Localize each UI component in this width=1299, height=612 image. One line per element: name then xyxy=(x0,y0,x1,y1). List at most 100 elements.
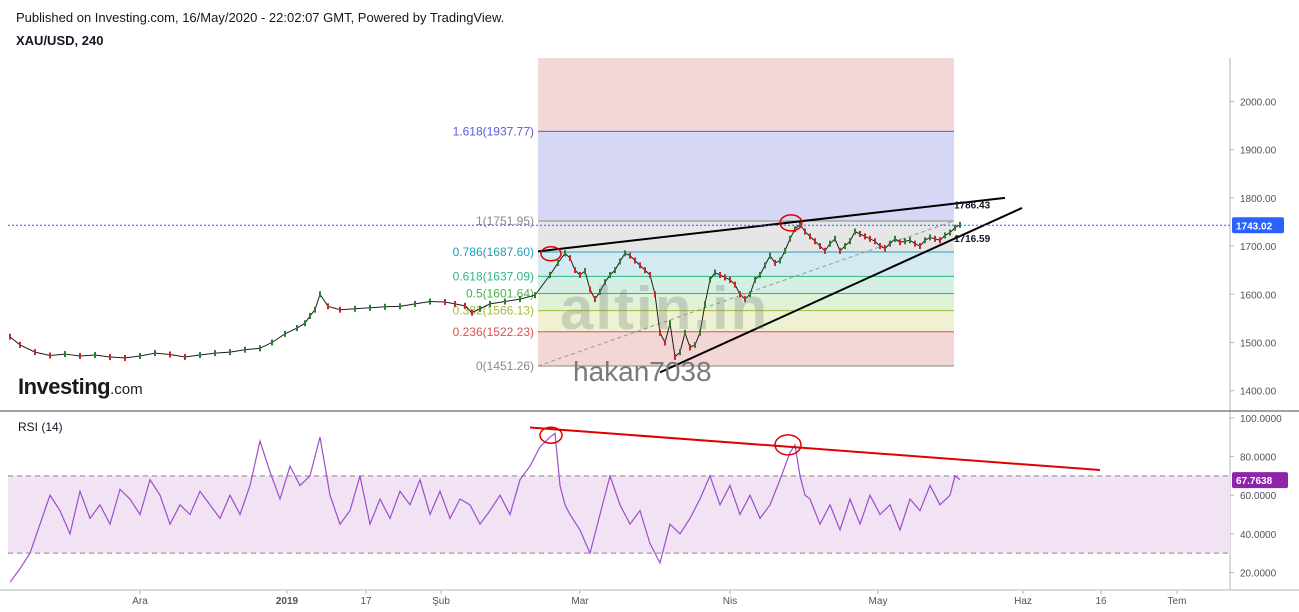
price-candle xyxy=(464,302,466,309)
price-candle xyxy=(259,345,261,352)
price-line xyxy=(9,223,961,359)
price-candle xyxy=(609,271,611,278)
price-candle xyxy=(444,298,446,305)
fib-level-label: 0.5(1601.64) xyxy=(466,286,534,300)
price-candle xyxy=(684,329,686,336)
price-candle xyxy=(774,259,776,266)
chart-header: Published on Investing.com, 16/May/2020 … xyxy=(16,9,504,49)
price-candle xyxy=(704,300,706,307)
price-candle xyxy=(649,271,651,278)
price-candle xyxy=(849,238,851,245)
price-candle xyxy=(339,306,341,313)
price-candle xyxy=(454,300,456,307)
price-tick-label: 2000.00 xyxy=(1240,97,1277,108)
price-candle xyxy=(634,257,636,264)
price-candle xyxy=(534,292,536,299)
price-candle xyxy=(929,234,931,241)
time-tick-label: Şub xyxy=(432,596,450,607)
price-candle xyxy=(754,276,756,283)
price-candle xyxy=(9,333,11,340)
price-candle xyxy=(709,276,711,283)
rsi-tick-label: 40.0000 xyxy=(1240,530,1277,541)
price-candle xyxy=(271,339,273,346)
price-candle xyxy=(309,312,311,319)
rsi-tick-label: 20.0000 xyxy=(1240,569,1277,580)
investing-logo: Investing.com xyxy=(18,374,143,399)
price-tick-label: 1400.00 xyxy=(1240,387,1277,398)
price-candle xyxy=(784,247,786,254)
highlight-circle xyxy=(540,246,562,262)
price-candle xyxy=(64,351,66,358)
rsi-tick-label: 100.0000 xyxy=(1240,414,1282,425)
symbol-label: XAU/USD, 240 xyxy=(16,33,104,48)
price-candle xyxy=(834,235,836,242)
fib-level-label: 1(1751.95) xyxy=(476,214,534,228)
rsi-highlight-circle xyxy=(539,426,563,444)
price-candle xyxy=(369,304,371,311)
price-candle xyxy=(874,238,876,245)
price-candle xyxy=(599,288,601,295)
price-candle xyxy=(557,259,559,266)
rsi-band xyxy=(8,475,1230,554)
price-candle xyxy=(629,252,631,259)
price-candle xyxy=(859,231,861,237)
price-candle xyxy=(169,351,171,358)
price-candle xyxy=(589,286,591,293)
last-price-label: 1743.02 xyxy=(1236,221,1273,232)
price-candle xyxy=(744,296,746,303)
price-candle xyxy=(939,237,941,244)
price-candle xyxy=(124,354,126,361)
price-candle xyxy=(884,245,886,252)
price-candle xyxy=(729,276,731,283)
price-candle xyxy=(19,341,21,348)
price-candle xyxy=(894,235,896,242)
time-tick-label: Ara xyxy=(132,596,148,607)
price-candle xyxy=(399,303,401,310)
price-candle xyxy=(49,352,51,359)
fib-band-top xyxy=(538,58,954,132)
price-candle xyxy=(94,352,96,359)
fib-level-label: 0.786(1687.60) xyxy=(453,245,534,259)
price-candle xyxy=(944,232,946,239)
time-tick-label: Mar xyxy=(571,596,589,607)
price-tick-label: 1600.00 xyxy=(1240,290,1277,301)
price-candle xyxy=(154,350,156,357)
price-candle xyxy=(664,339,666,346)
price-candle xyxy=(669,320,671,327)
rsi-tick-label: 60.0000 xyxy=(1240,491,1277,502)
price-tick-label: 1500.00 xyxy=(1240,338,1277,349)
price-candle xyxy=(619,258,621,265)
price-candle xyxy=(549,271,551,278)
price-candle xyxy=(624,250,626,257)
price-tick-label: 1800.00 xyxy=(1240,194,1277,205)
price-candle xyxy=(789,235,791,242)
price-candle xyxy=(824,247,826,254)
fib-level-label: 0.236(1522.23) xyxy=(453,325,534,339)
fib-band xyxy=(538,310,954,332)
rsi-line xyxy=(9,432,961,583)
price-candle xyxy=(734,281,736,288)
price-candle xyxy=(799,221,801,228)
price-candle xyxy=(654,291,656,298)
price-candle xyxy=(909,237,911,244)
price-candle xyxy=(519,296,521,303)
rsi-title: RSI (14) xyxy=(18,420,63,434)
price-candle xyxy=(304,320,306,327)
price-candle xyxy=(819,243,821,250)
price-candle xyxy=(809,233,811,240)
price-candle xyxy=(489,300,491,307)
price-candle xyxy=(954,224,956,231)
price-candle xyxy=(714,269,716,276)
price-candle xyxy=(794,226,796,233)
time-tick-label: 2019 xyxy=(276,596,299,607)
price-candle xyxy=(604,279,606,286)
price-candle xyxy=(914,240,916,247)
price-candle xyxy=(674,353,676,360)
fib-trend-line xyxy=(537,220,955,367)
rsi-tick-label: 80.0000 xyxy=(1240,452,1277,463)
rsi-highlight-circle xyxy=(774,434,802,456)
price-tick-label: 1700.00 xyxy=(1240,242,1277,253)
price-candle xyxy=(314,306,316,313)
price-candle xyxy=(889,240,891,247)
